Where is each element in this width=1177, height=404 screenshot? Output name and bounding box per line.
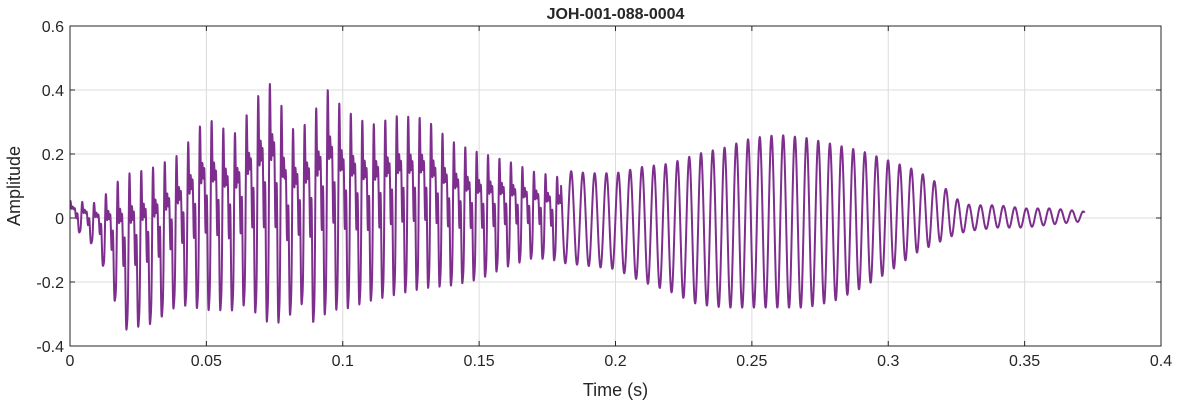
x-tick-label: 0.4 bbox=[1150, 353, 1172, 370]
y-axis-label: Amplitude bbox=[4, 146, 24, 226]
y-tick-label: 0.4 bbox=[42, 83, 64, 100]
x-tick-label: 0.2 bbox=[604, 353, 626, 370]
x-tick-label: 0.15 bbox=[464, 353, 495, 370]
axis-ticks: 0 0.05 0.1 0.15 0.2 0.25 0.3 0.35 0.4 -0.4 -0.2 0 0.… bbox=[36, 19, 1172, 370]
x-axis-label: Time (s) bbox=[583, 380, 648, 400]
y-tick-label: 0 bbox=[55, 211, 64, 228]
x-tick-label: 0.05 bbox=[191, 353, 222, 370]
y-tick-label: 0.2 bbox=[42, 147, 64, 164]
y-tick-label: 0.6 bbox=[42, 19, 64, 36]
chart-title: JOH-001-088-0004 bbox=[547, 6, 685, 23]
waveform-line bbox=[70, 82, 1086, 331]
series-group bbox=[70, 82, 1086, 331]
y-tick-label: -0.2 bbox=[36, 275, 64, 292]
x-tick-label: 0.1 bbox=[332, 353, 354, 370]
plot-area: 0 0.05 0.1 0.15 0.2 0.25 0.3 0.35 0.4 -0.4 -0.2 0 0.… bbox=[36, 19, 1172, 370]
x-tick-label: 0 bbox=[66, 353, 75, 370]
y-tick-label: -0.4 bbox=[36, 339, 64, 356]
x-tick-label: 0.3 bbox=[877, 353, 899, 370]
x-tick-label: 0.35 bbox=[1009, 353, 1040, 370]
x-tick-label: 0.25 bbox=[736, 353, 767, 370]
